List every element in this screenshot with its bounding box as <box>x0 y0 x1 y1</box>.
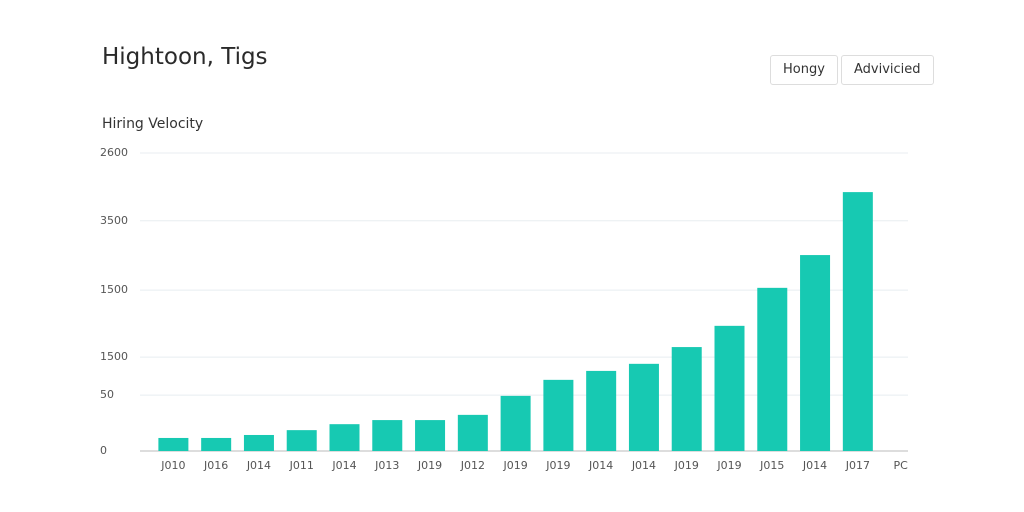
bar <box>800 255 831 451</box>
x-tick-label: PC <box>893 459 908 472</box>
x-tick-label: J010 <box>160 459 185 472</box>
y-tick-label: 2600 <box>100 146 128 159</box>
bar <box>842 192 873 452</box>
y-tick-label: 3500 <box>100 214 128 227</box>
bar <box>757 287 788 451</box>
x-tick-label: J014 <box>588 459 613 472</box>
y-tick-label: 1500 <box>100 283 128 296</box>
bar <box>372 420 403 451</box>
x-tick-label: J015 <box>759 459 784 472</box>
bar <box>415 420 446 451</box>
button[interactable]: Hongy <box>770 55 838 85</box>
bar <box>628 363 659 451</box>
bar <box>286 430 317 451</box>
y-tick-label: 50 <box>100 388 114 401</box>
bar <box>329 424 360 451</box>
x-tick-label: J011 <box>289 459 314 472</box>
bar <box>671 347 702 451</box>
x-tick-label: J013 <box>374 459 399 472</box>
x-tick-label: J014 <box>331 459 356 472</box>
x-tick-label: J016 <box>203 459 228 472</box>
x-tick-label: J019 <box>716 459 741 472</box>
bar <box>714 325 745 451</box>
bar <box>500 395 531 451</box>
y-tick-label: 0 <box>100 444 107 457</box>
x-tick-label: J019 <box>502 459 527 472</box>
x-tick-label: J012 <box>460 459 485 472</box>
bar <box>457 414 488 451</box>
x-tick-label: J014 <box>631 459 656 472</box>
bar <box>586 370 617 451</box>
x-tick-label: J019 <box>417 459 442 472</box>
y-tick-label: 1500 <box>100 350 128 363</box>
chart-title: Hiring Velocity <box>102 116 203 132</box>
x-tick-label: J019 <box>545 459 570 472</box>
page-title: Hightoon, Tigs <box>102 44 268 70</box>
bar <box>243 434 274 451</box>
button[interactable]: Advivicied <box>841 55 934 85</box>
bar <box>158 437 189 451</box>
x-tick-label: J014 <box>246 459 271 472</box>
x-tick-label: J014 <box>802 459 827 472</box>
x-tick-label: J017 <box>845 459 870 472</box>
bar <box>543 379 574 451</box>
bar <box>201 437 232 451</box>
x-tick-label: J019 <box>674 459 699 472</box>
